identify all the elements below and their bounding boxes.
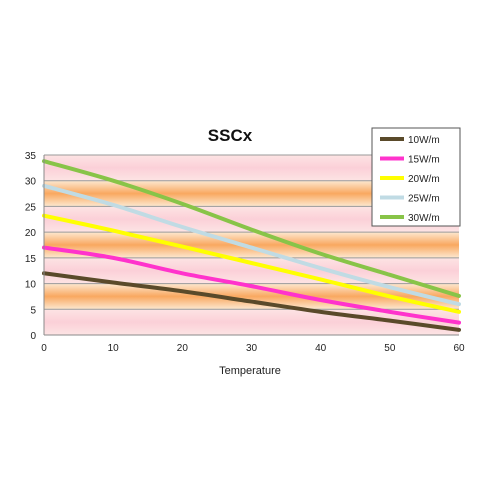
series-line-30w-m [42, 159, 461, 298]
x-tick-label: 40 [315, 343, 327, 354]
x-tick-label: 0 [41, 343, 47, 354]
y-tick-label: 15 [25, 254, 37, 265]
x-tick-label: 50 [384, 343, 396, 354]
series-line-25w-m [42, 183, 461, 307]
legend-label: 30W/m [408, 213, 440, 224]
x-tick-label: 10 [108, 343, 120, 354]
x-tick-labels: 0 10 20 30 40 50 60 [41, 343, 465, 354]
series-lines [42, 159, 461, 332]
legend-label: 10W/m [408, 135, 440, 146]
chart-title: SSCx [208, 126, 253, 145]
series-line-10w-m [42, 271, 461, 332]
legend: 10W/m 15W/m 20W/m 25W/m 30W/m [371, 127, 461, 227]
legend-label: 25W/m [408, 194, 440, 205]
y-tick-labels: 0 5 10 15 20 25 30 35 [25, 151, 37, 342]
x-tick-label: 20 [177, 343, 189, 354]
y-tick-label: 20 [25, 228, 37, 239]
series-line-20w-m [42, 213, 461, 314]
y-tick-label: 10 [25, 280, 37, 291]
y-tick-label: 0 [30, 331, 36, 342]
legend-label: 15W/m [408, 155, 440, 166]
legend-label: 20W/m [408, 174, 440, 185]
background-band [44, 232, 459, 258]
x-axis-title: Temperature [219, 365, 281, 377]
series-line-15w-m [42, 245, 461, 325]
x-tick-label: 60 [453, 343, 465, 354]
x-tick-label: 30 [246, 343, 258, 354]
axes [43, 155, 459, 336]
y-tick-label: 35 [25, 151, 37, 162]
y-tick-label: 5 [30, 305, 36, 316]
y-tick-label: 25 [25, 202, 37, 213]
y-tick-label: 30 [25, 177, 37, 188]
